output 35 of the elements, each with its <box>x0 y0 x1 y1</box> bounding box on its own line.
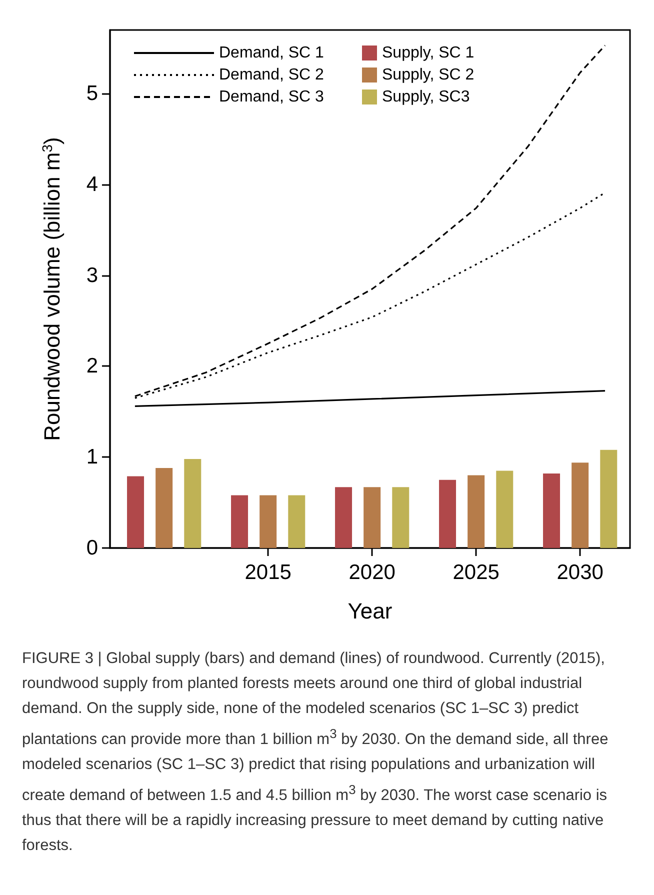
bar <box>184 458 202 548</box>
y-tick-label: 1 <box>86 446 98 469</box>
x-axis-title: Year <box>348 598 392 624</box>
bar <box>439 480 456 548</box>
bar <box>468 475 485 548</box>
legend-label: Supply, SC 1 <box>382 44 474 62</box>
y-tick-label: 2 <box>86 354 98 378</box>
bar <box>572 462 589 548</box>
bar <box>288 495 306 548</box>
legend-label: Demand, SC 1 <box>219 44 324 62</box>
bar <box>260 495 277 548</box>
legend-label: Demand, SC 3 <box>219 88 324 106</box>
legend-label: Supply, SC3 <box>382 88 470 106</box>
bar <box>335 487 352 548</box>
bar <box>600 450 618 548</box>
text: FIGURE 3 | Global supply (bars) and demand (lines) of roundwood. Currently (2015), roundwood supply from planted forests meets around one third of global industrial demand. On the supply side, none of the modeled scenarios (SC 1–SC 3) predict plantations can provide more than 1 billion m$^{3}$ by 2030. On the demand side, all three modeled scenarios (SC 1–SC 3) predict that rising populations and urbanization will create demand of between 1.5 and 4.5 billion m$^{3}$ by 2030. The worst case scenario is thus that there will be a rapidly increasing pressure to meet demand by cutting native forests. <box>22 650 608 854</box>
legend-label: Demand, SC 2 <box>219 66 324 84</box>
y-tick-label: 3 <box>86 264 98 287</box>
y-axis-title: Roundwood volume (billion m3) <box>39 137 64 441</box>
x-tick-label: 2015 <box>244 561 292 584</box>
bar <box>231 495 248 548</box>
x-tick-label: 2020 <box>348 561 396 584</box>
bar <box>127 476 144 548</box>
x-tick-label: 2025 <box>452 561 500 584</box>
legend-label: Supply, SC 2 <box>382 66 474 84</box>
y-tick-label: 0 <box>86 536 98 560</box>
bar <box>543 473 560 548</box>
bar <box>392 487 410 548</box>
y-tick-label: 4 <box>86 172 98 196</box>
line-series <box>134 390 606 408</box>
bar <box>496 470 514 548</box>
x-tick-label: 2030 <box>556 561 604 584</box>
y-tick-label: 5 <box>86 82 98 106</box>
bar <box>156 468 173 548</box>
bar <box>364 487 381 548</box>
